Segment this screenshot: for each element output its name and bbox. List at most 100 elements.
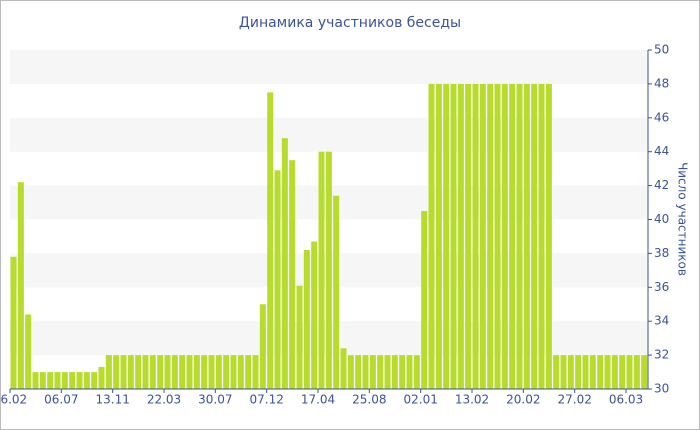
bar [523, 83, 530, 390]
x-tick-label: 30.07 [198, 393, 232, 407]
bar [538, 83, 545, 390]
bar [597, 355, 604, 389]
chart-title: Динамика участников беседы [239, 15, 461, 31]
bar [384, 355, 391, 389]
bar [54, 372, 61, 389]
bar [318, 151, 325, 389]
bar [157, 355, 164, 389]
y-tick-label: 50 [654, 43, 669, 57]
bar [237, 355, 244, 389]
bar [245, 355, 252, 389]
bar [98, 366, 105, 389]
bar [142, 355, 149, 389]
bar [135, 355, 142, 389]
y-tick-label: 36 [654, 280, 669, 294]
bar [113, 355, 120, 389]
bar [61, 372, 68, 389]
bar [479, 83, 486, 390]
y-tick-label: 46 [654, 110, 669, 124]
bar [47, 372, 54, 389]
x-tick-label: 13.11 [95, 393, 129, 407]
bar [223, 355, 230, 389]
bar [201, 355, 208, 389]
x-tick-label: 25.08 [352, 393, 386, 407]
bar [465, 83, 472, 390]
bar [10, 256, 17, 389]
bar [494, 83, 501, 390]
bar [91, 372, 98, 389]
bar [252, 355, 259, 389]
bar [553, 355, 560, 389]
bar [545, 83, 552, 390]
bar [428, 83, 435, 390]
y-tick-label: 44 [654, 144, 669, 158]
bar [274, 170, 281, 389]
bar [509, 83, 516, 390]
bar [435, 83, 442, 390]
bar [355, 355, 362, 389]
bar [69, 372, 76, 389]
bar [611, 355, 618, 389]
bar [127, 355, 134, 389]
bar [575, 355, 582, 389]
y-tick-label: 42 [654, 178, 669, 192]
bar [325, 151, 332, 389]
y-tick-label: 48 [654, 76, 669, 90]
bar [296, 285, 303, 389]
bar [267, 92, 274, 389]
y-tick-label: 38 [654, 246, 669, 260]
bar [340, 348, 347, 389]
bar [208, 355, 215, 389]
bar [311, 241, 318, 389]
x-tick-label: 26.02 [0, 393, 27, 407]
bar [230, 355, 237, 389]
bar [567, 355, 574, 389]
x-tick-label: 22.03 [147, 393, 181, 407]
bar [391, 355, 398, 389]
y-tick-label: 30 [654, 382, 669, 396]
grid-band [10, 50, 648, 84]
bar [76, 372, 83, 389]
bar [83, 372, 90, 389]
x-tick-label: 17.04 [301, 393, 335, 407]
bar [406, 355, 413, 389]
grid-band [10, 117, 648, 152]
bar [626, 355, 633, 389]
bar [186, 355, 193, 389]
bar [399, 355, 406, 389]
x-tick-label: 06.07 [44, 393, 78, 407]
x-tick-label: 20.02 [506, 393, 540, 407]
bar [149, 355, 156, 389]
bar [619, 355, 626, 389]
bar [633, 355, 640, 389]
bar [25, 314, 32, 389]
bar [105, 355, 112, 389]
bar [303, 250, 310, 389]
bar [377, 355, 384, 389]
bar [421, 211, 428, 389]
bar [457, 83, 464, 390]
bar [589, 355, 596, 389]
x-tick-label: 06.03 [609, 393, 643, 407]
bar [472, 83, 479, 390]
bar [347, 355, 354, 389]
bar [362, 355, 369, 389]
bar [179, 355, 186, 389]
bar [171, 355, 178, 389]
bar [259, 304, 266, 389]
bar [120, 355, 127, 389]
bar [369, 355, 376, 389]
bar [164, 355, 171, 389]
bar [32, 372, 39, 389]
bar [531, 83, 538, 390]
y-axis-label: Число участников [676, 162, 690, 276]
bar [413, 355, 420, 389]
bar [215, 355, 222, 389]
x-tick-label: 13.02 [455, 393, 489, 407]
y-tick-label: 40 [654, 212, 669, 226]
bar [39, 372, 46, 389]
bar [450, 83, 457, 390]
x-tick-label: 02.01 [403, 393, 437, 407]
bar [487, 83, 494, 390]
